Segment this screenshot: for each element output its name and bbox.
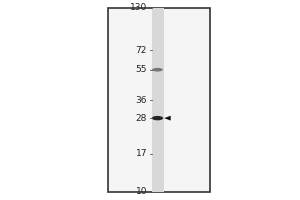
Ellipse shape [153,13,154,14]
Ellipse shape [157,141,158,142]
Ellipse shape [161,51,162,52]
Text: 28: 28 [136,114,147,123]
Ellipse shape [153,48,154,49]
Ellipse shape [158,41,159,42]
Ellipse shape [155,141,156,142]
Polygon shape [164,116,171,121]
Ellipse shape [153,26,154,27]
Text: 36: 36 [136,96,147,105]
Ellipse shape [153,71,154,72]
Ellipse shape [158,92,159,93]
Ellipse shape [161,182,162,183]
Ellipse shape [152,121,153,122]
Ellipse shape [152,116,163,120]
Bar [152,8,164,192]
Ellipse shape [154,92,155,93]
Ellipse shape [155,149,156,150]
Ellipse shape [154,83,155,84]
Ellipse shape [153,37,154,38]
Bar [108,8,210,192]
Ellipse shape [156,181,157,182]
Ellipse shape [157,136,158,137]
Ellipse shape [155,165,156,166]
Ellipse shape [162,73,163,74]
Ellipse shape [159,147,160,148]
Ellipse shape [155,51,156,52]
Ellipse shape [152,68,163,72]
Text: 10: 10 [136,188,147,196]
Ellipse shape [160,176,161,177]
Ellipse shape [156,160,157,161]
Text: 130: 130 [130,3,147,12]
Ellipse shape [157,18,158,19]
Text: 72: 72 [136,46,147,55]
Text: 55: 55 [136,65,147,74]
Text: 17: 17 [136,149,147,158]
Ellipse shape [155,21,156,22]
Ellipse shape [159,30,160,31]
Ellipse shape [156,37,157,38]
Ellipse shape [160,107,161,108]
Ellipse shape [152,54,153,55]
